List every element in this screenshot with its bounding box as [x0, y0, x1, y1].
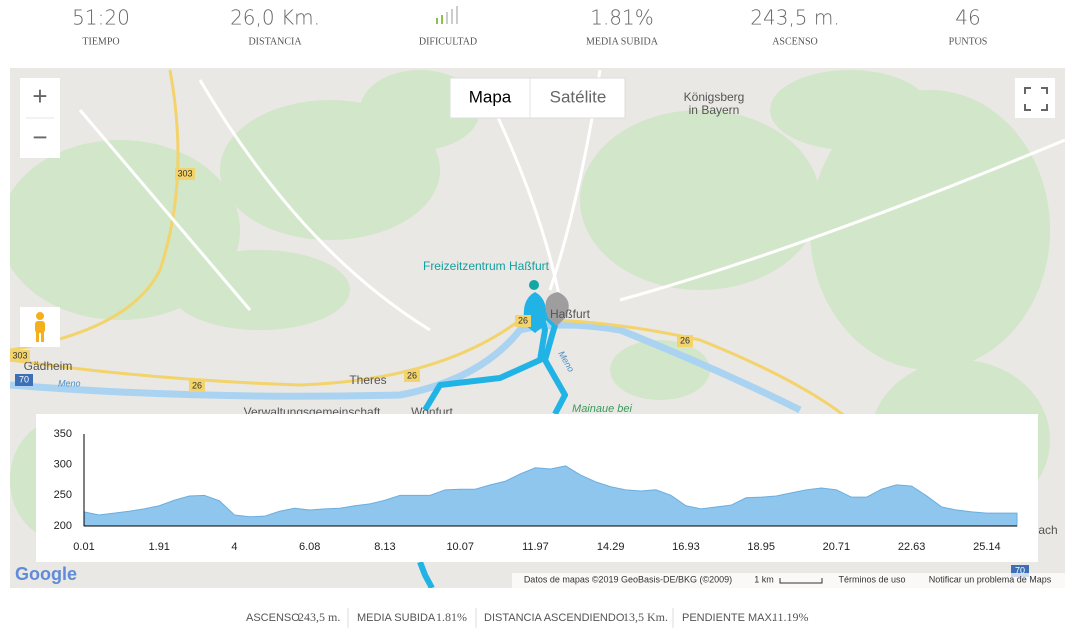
report-link[interactable]: Notificar un problema de Maps	[929, 574, 1052, 584]
x-tick-label: 16.93	[672, 541, 700, 553]
x-tick-label: 8.13	[374, 541, 395, 553]
map[interactable]: Königsberg in Bayern Freizeitzentrum Haß…	[0, 68, 1065, 588]
y-tick-label: 200	[54, 520, 72, 532]
stat-label: ASCENSO	[772, 36, 818, 47]
stat-label: DIFICULTAD	[419, 36, 477, 47]
elevation-chart: 200 250 300 350 0.01 1.91 4 6.08 8.13 10.07 11.97 1…	[54, 428, 1018, 553]
map-label: Gädheim	[24, 359, 73, 373]
elevation-area	[83, 465, 1018, 527]
summary-value: 1.81%	[436, 610, 467, 624]
x-tick-label: 1.91	[149, 541, 170, 553]
summary-label: PENDIENTE MAX.	[682, 612, 775, 624]
map-label: Haßfurt	[550, 307, 591, 321]
stat-label: TIEMPO	[82, 36, 119, 47]
stat-label: PUNTOS	[949, 36, 988, 47]
x-tick-label: 25.14	[973, 541, 1001, 553]
x-tick-label: 11.97	[522, 541, 549, 553]
map-label: Freizeitzentrum Haßfurt	[423, 259, 550, 273]
summary-value: 13,5 Km.	[623, 610, 668, 624]
map-label: Theres	[349, 373, 386, 387]
x-tick-label: 10.07	[446, 541, 474, 553]
map-label: Mainaue bei	[572, 403, 632, 415]
satellite-button[interactable]: Satélite	[550, 87, 607, 106]
map-button[interactable]: Mapa	[469, 87, 512, 106]
fullscreen-button[interactable]	[1015, 78, 1055, 118]
map-label: Meno	[58, 378, 81, 388]
pegman[interactable]	[20, 307, 60, 347]
terms-link[interactable]: Términos de uso	[838, 574, 905, 584]
stat-value: 26,0 Km.	[230, 6, 320, 30]
road-shield: 70	[1015, 565, 1025, 575]
summary-label: MEDIA SUBIDA	[357, 612, 436, 624]
road-shields: 303 303 26 26 26 26 70 70	[10, 168, 1029, 577]
y-tick-label: 300	[54, 459, 72, 471]
x-tick-label: 14.29	[597, 541, 625, 553]
zoom-out[interactable]: −	[32, 122, 47, 152]
summary-label: ASCENSO	[246, 612, 300, 624]
stat-label: DISTANCIA	[248, 36, 302, 47]
x-tick-label: 22.63	[898, 541, 926, 553]
summary: ASCENSO 243,5 m. MEDIA SUBIDA 1.81% DIST…	[246, 608, 809, 628]
road-shield: 26	[192, 380, 202, 390]
y-tick-label: 350	[54, 428, 72, 440]
y-tick-label: 250	[54, 489, 72, 501]
road-shield: 70	[19, 374, 29, 384]
map-attribution: Datos de mapas ©2019 GeoBasis-DE/BKG (©2…	[524, 574, 732, 584]
stat-label: MEDIA SUBIDA	[586, 36, 659, 47]
summary-value: 11.19%	[772, 610, 809, 624]
stat-value: 1.81%	[590, 6, 654, 30]
summary-value: 243,5 m.	[298, 610, 340, 624]
x-tick-label: 20.71	[823, 541, 851, 553]
map-scale: 1 km	[754, 574, 774, 584]
map-label: Königsberg	[684, 90, 745, 104]
stats: 51:20 TIEMPO 26,0 Km. DISTANCIA DIFICULT…	[72, 6, 987, 48]
stat-value: 243,5 m.	[750, 6, 839, 30]
stat-value: 46	[955, 6, 980, 30]
map-label: ach	[1038, 523, 1057, 537]
x-tick-label: 18.95	[747, 541, 775, 553]
zoom-in[interactable]: +	[32, 81, 47, 111]
x-tick-label: 6.08	[299, 541, 320, 553]
road-shield: 26	[518, 315, 528, 325]
road-shield: 303	[12, 350, 27, 360]
summary-label: DISTANCIA ASCENDIENDO	[484, 612, 625, 624]
x-tick-label: 0.01	[73, 541, 94, 553]
difficulty-icon	[436, 6, 458, 24]
map-label: in Bayern	[689, 103, 740, 117]
stat-value: 51:20	[72, 6, 130, 30]
road-shield: 303	[177, 168, 192, 178]
x-tick-label: 4	[231, 541, 237, 553]
road-shield: 26	[680, 335, 690, 345]
zoom-control: + −	[20, 78, 60, 158]
road-shield: 26	[407, 370, 417, 380]
map-type-control: Mapa Satélite	[449, 77, 626, 119]
google-logo: Google	[15, 564, 77, 584]
